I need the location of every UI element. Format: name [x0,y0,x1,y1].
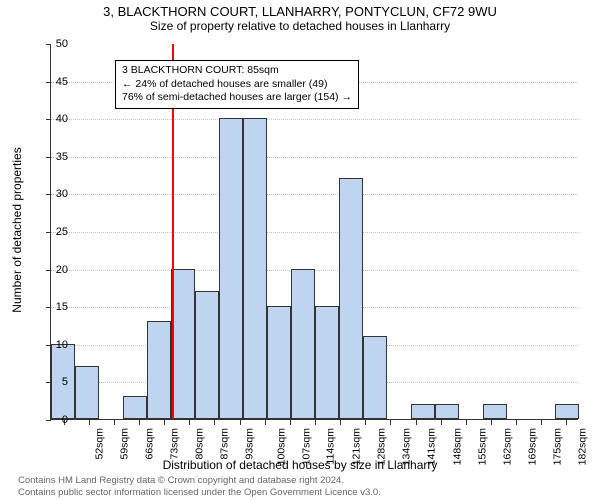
y-tick-label: 35 [38,151,68,163]
histogram-bar [411,404,435,419]
y-tick-label: 20 [38,264,68,276]
histogram-bar [195,291,219,419]
chart-container: 52sqm59sqm66sqm73sqm80sqm87sqm93sqm100sq… [50,44,578,420]
x-tick-mark [491,420,492,425]
annotation-line: 76% of semi-detached houses are larger (… [122,91,352,105]
attribution-line: Contains HM Land Registry data © Crown c… [18,475,381,486]
x-tick-mark [114,420,115,425]
histogram-bar [291,269,315,419]
x-tick-label: 52sqm [93,428,105,460]
y-tick-label: 25 [38,226,68,238]
page-title: 3, BLACKTHORN COURT, LLANHARRY, PONTYCLU… [0,4,600,19]
x-tick-mark [340,420,341,425]
histogram-bar [267,306,291,419]
x-tick-mark [89,420,90,425]
x-tick-mark [315,420,316,425]
histogram-bar [435,404,459,419]
page-subtitle: Size of property relative to detached ho… [0,19,600,33]
annotation-line: 3 BLACKTHORN COURT: 85sqm [122,64,352,78]
attribution-line: Contains public sector information licen… [18,487,381,498]
histogram-bar [243,118,267,419]
histogram-bar [147,321,171,419]
x-tick-label: 73sqm [169,428,181,460]
histogram-bar [555,404,579,419]
x-tick-mark [416,420,417,425]
histogram-bar [483,404,507,419]
x-tick-mark [164,420,165,425]
x-tick-mark [139,420,140,425]
x-tick-label: 59sqm [118,428,130,460]
x-tick-mark [365,420,366,425]
x-tick-mark [516,420,517,425]
annotation-box: 3 BLACKTHORN COURT: 85sqm ← 24% of detac… [115,60,359,109]
gridline [51,232,578,233]
x-tick-mark [265,420,266,425]
x-axis-label: Distribution of detached houses by size … [0,458,600,472]
histogram-bar [339,178,363,419]
x-tick-label: 80sqm [194,428,206,460]
histogram-bar [75,366,99,419]
y-tick-label: 40 [38,113,68,125]
x-tick-mark [390,420,391,425]
x-tick-label: 93sqm [244,428,256,460]
attribution-text: Contains HM Land Registry data © Crown c… [18,475,381,498]
x-tick-mark [466,420,467,425]
histogram-bar [123,396,147,419]
gridline [51,157,578,158]
x-tick-mark [240,420,241,425]
x-tick-mark [214,420,215,425]
x-tick-mark [290,420,291,425]
histogram-bar [315,306,339,419]
y-axis-label: Number of detached properties [10,147,24,312]
y-tick-label: 45 [38,76,68,88]
y-tick-label: 50 [38,38,68,50]
gridline [51,194,578,195]
x-tick-mark [189,420,190,425]
x-tick-mark [541,420,542,425]
annotation-line: ← 24% of detached houses are smaller (49… [122,78,352,92]
x-tick-label: 66sqm [143,428,155,460]
y-tick-label: 15 [38,301,68,313]
y-tick-label: 5 [38,376,68,388]
histogram-bar [171,269,195,419]
gridline [51,119,578,120]
histogram-bar [219,118,243,419]
y-tick-label: 0 [38,414,68,426]
histogram-bar [363,336,387,419]
x-tick-label: 87sqm [219,428,231,460]
y-tick-label: 30 [38,188,68,200]
y-tick-label: 10 [38,339,68,351]
x-tick-mark [566,420,567,425]
x-tick-mark [441,420,442,425]
